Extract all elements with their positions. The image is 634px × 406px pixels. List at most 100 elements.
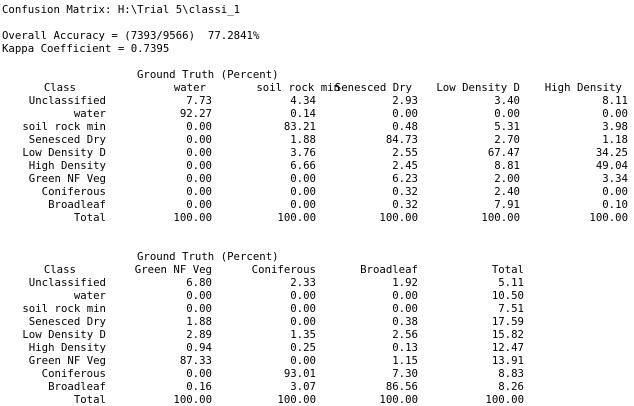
table-row: High Density 0.00 6.66 2.45 8.81 49.04 [2,159,630,172]
table-cell: 0.00 [186,133,212,146]
column-header: soil rock min [256,81,340,94]
table-cell: 2.45 [392,159,418,172]
table-cell: 0.00 [186,198,212,211]
blank-line [2,55,630,68]
table-row: soil rock min 0.00 0.00 0.00 7.51 [2,302,630,315]
column-header: Senesced Dry [334,81,412,94]
row-label: Coniferous [41,367,106,380]
table-cell: 0.00 [290,302,316,315]
row-label: High Density [28,159,106,172]
overall-accuracy: Overall Accuracy = (7393/9566) 77.2841% [2,29,260,42]
row-label: Unclassified [28,276,106,289]
row-label: Low Density D [22,328,106,341]
blank-line [2,224,630,237]
table-row: High Density 0.94 0.25 0.13 12.47 [2,341,630,354]
table-row: Coniferous 0.00 93.01 7.30 8.83 [2,367,630,380]
row-label: Broadleaf [48,380,106,393]
row-label: Broadleaf [48,198,106,211]
table-cell: 92.27 [179,107,212,120]
ground-truth-caption: Ground Truth (Percent) [137,68,279,81]
table-row: Broadleaf 0.00 0.00 0.32 7.91 0.10 [2,198,630,211]
row-label: High Density [28,341,106,354]
blank-line [2,16,630,29]
table-cell: 86.56 [385,380,418,393]
table-cell: 34.25 [595,146,628,159]
report-title: Confusion Matrix: H:\Trial 5\classi_1 [2,3,241,16]
row-label: Total [73,211,106,224]
table-cell: 67.47 [487,146,520,159]
row-label: water [73,289,106,302]
column-header: Low Density D [436,81,520,94]
table-cell: 0.16 [186,380,212,393]
kappa-coefficient: Kappa Coefficient = 0.7395 [2,42,170,55]
table-cell: 100.00 [379,393,418,406]
table-cell: 6.66 [290,159,316,172]
table-cell: 0.38 [392,315,418,328]
confusion-matrix-report: Confusion Matrix: H:\Trial 5\classi_1 Ov… [2,3,630,406]
ground-truth-caption-line: Ground Truth (Percent) [2,250,630,263]
table-cell: 1.88 [290,133,316,146]
table-cell: 3.76 [290,146,316,159]
table-cell: 100.00 [589,211,628,224]
table-cell: 0.94 [186,341,212,354]
table-cell: 2.33 [290,276,316,289]
table-cell: 83.21 [283,120,316,133]
table-cell: 8.11 [602,94,628,107]
confusion-table-2: Ground Truth (Percent) Class Green NF Veg C… [2,250,630,406]
table-row: Senesced Dry 1.88 0.00 0.38 17.59 [2,315,630,328]
table-cell: 12.47 [491,341,524,354]
table-cell: 100.00 [481,211,520,224]
table-cell: 0.00 [392,302,418,315]
row-label: water [73,107,106,120]
table-cell: 5.11 [498,276,524,289]
table-cell: 7.30 [392,367,418,380]
confusion-table-1: Ground Truth (Percent) Class water soil roc… [2,68,630,224]
table-cell: 84.73 [385,133,418,146]
table-cell: 100.00 [173,211,212,224]
table-cell: 1.15 [392,354,418,367]
table-cell: 0.00 [186,367,212,380]
table-cell: 4.34 [290,94,316,107]
total-row: Total 100.00 100.00 100.00 100.00 100.00 [2,211,630,224]
table-cell: 0.00 [186,146,212,159]
table-cell: 1.35 [290,328,316,341]
table-cell: 0.00 [186,185,212,198]
table-row: water 0.00 0.00 0.00 10.50 [2,289,630,302]
table-row: water 92.27 0.14 0.00 0.00 0.00 [2,107,630,120]
table-cell: 0.00 [186,302,212,315]
table-row: soil rock min 0.00 83.21 0.48 5.31 3.98 [2,120,630,133]
table-cell: 0.00 [602,107,628,120]
table-cell: 15.82 [491,328,524,341]
header-row: Class Green NF Veg Coniferous Broadleaf Tota… [2,263,630,276]
table-row: Broadleaf 0.16 3.07 86.56 8.26 [2,380,630,393]
table-cell: 7.51 [498,302,524,315]
table-cell: 2.00 [494,172,520,185]
table-row: Green NF Veg 0.00 0.00 6.23 2.00 3.34 [2,172,630,185]
table-cell: 0.00 [290,354,316,367]
table-cell: 0.48 [392,120,418,133]
table-cell: 1.92 [392,276,418,289]
table-cell: 0.13 [392,341,418,354]
row-label: Green NF Veg [28,172,106,185]
table-cell: 6.80 [186,276,212,289]
table-cell: 1.18 [602,133,628,146]
row-label: Senesced Dry [28,133,106,146]
table-cell: 100.00 [277,393,316,406]
table-cell: 8.26 [498,380,524,393]
table-cell: 0.00 [602,185,628,198]
table-cell: 8.81 [494,159,520,172]
table-cell: 100.00 [379,211,418,224]
table-cell: 6.23 [392,172,418,185]
table-cell: 93.01 [283,367,316,380]
row-label: soil rock min [22,302,106,315]
table-cell: 0.14 [290,107,316,120]
table-cell: 3.40 [494,94,520,107]
column-header: Broadleaf [360,263,418,276]
table-cell: 7.73 [186,94,212,107]
table-cell: 0.32 [392,198,418,211]
table-row: Green NF Veg 87.33 0.00 1.15 13.91 [2,354,630,367]
table-cell: 0.00 [186,159,212,172]
row-label: Senesced Dry [28,315,106,328]
table-row: Low Density D 2.89 1.35 2.56 15.82 [2,328,630,341]
ground-truth-caption: Ground Truth (Percent) [137,250,279,263]
